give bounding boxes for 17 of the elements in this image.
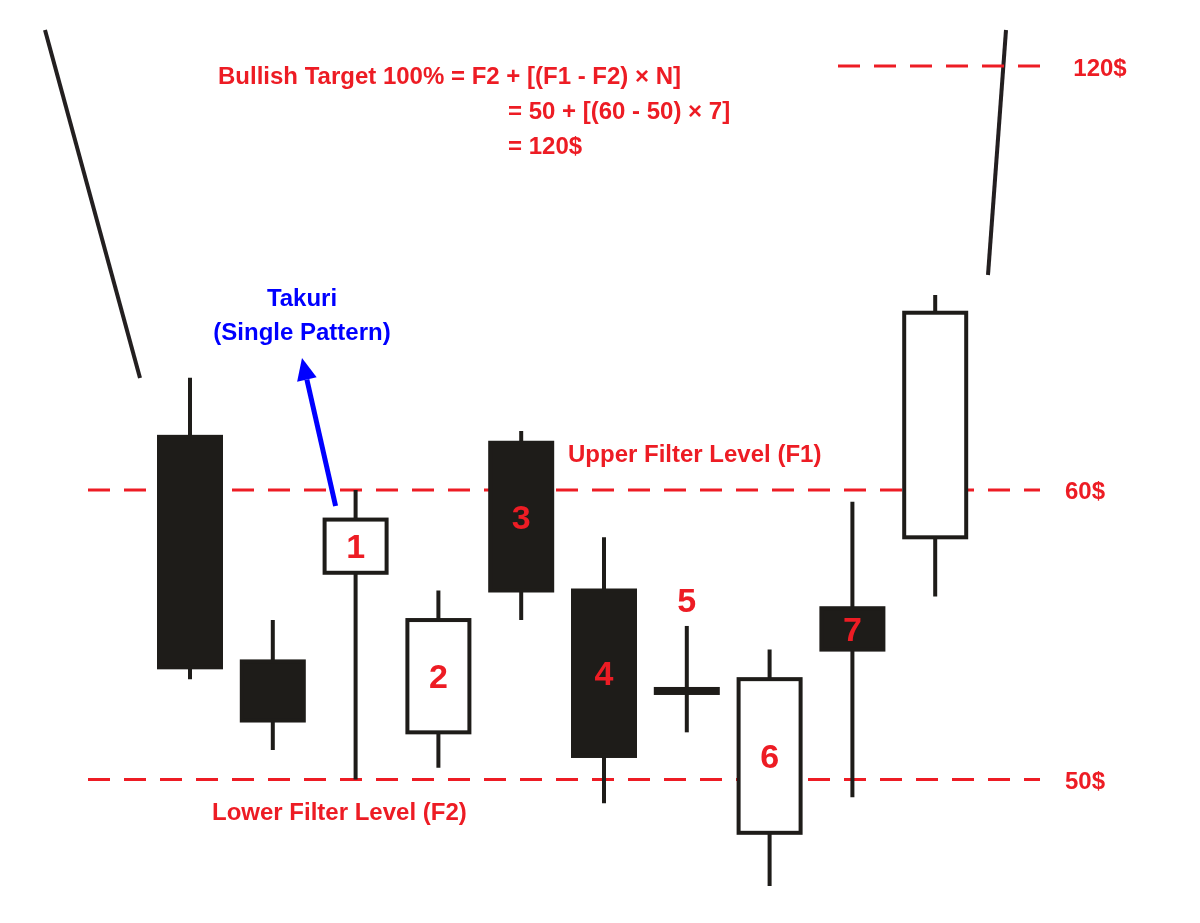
text: 1: [346, 527, 366, 566]
text: = 120$: [508, 132, 583, 159]
text: 7: [842, 609, 862, 648]
annotation: Upper Filter Level (F1): [568, 440, 822, 467]
annotation: Lower Filter Level (F2): [212, 798, 467, 825]
text: Bullish Target 100% = F2 + [(F1 - F2) × N]: [218, 62, 681, 89]
text: 60$: [1064, 477, 1106, 505]
text: 50$: [1064, 766, 1106, 794]
annotation: Takuri (Single Pattern): [213, 284, 391, 345]
text: 5: [677, 580, 697, 619]
text: 3: [511, 497, 531, 536]
text: 2: [428, 657, 448, 696]
text: 6: [760, 736, 780, 775]
text: = 50 + [(60 - 50) × 7]: [508, 97, 731, 124]
candlestick: [653, 625, 720, 733]
text: 120$: [1073, 54, 1128, 81]
text: 4: [594, 654, 614, 693]
